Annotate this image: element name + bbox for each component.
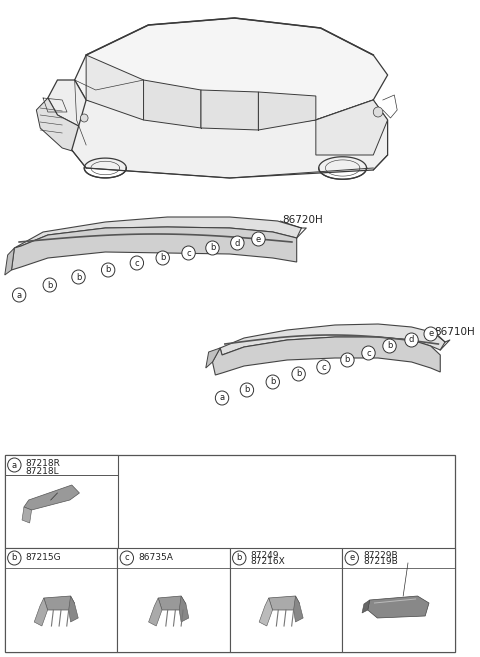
Polygon shape [220, 324, 445, 355]
Polygon shape [201, 90, 258, 130]
Polygon shape [158, 596, 186, 610]
Circle shape [383, 339, 396, 353]
Polygon shape [34, 598, 48, 626]
Text: b: b [106, 265, 111, 275]
Polygon shape [48, 80, 144, 145]
Text: 87215G: 87215G [26, 553, 61, 562]
Text: 86720H: 86720H [282, 215, 323, 225]
Polygon shape [12, 227, 297, 270]
Text: 87216X: 87216X [251, 558, 286, 566]
Polygon shape [362, 600, 370, 613]
Circle shape [156, 251, 169, 265]
Text: a: a [219, 394, 225, 403]
Circle shape [43, 278, 57, 292]
Circle shape [231, 236, 244, 250]
Text: c: c [124, 553, 129, 562]
Text: 86710H: 86710H [434, 327, 475, 337]
Polygon shape [144, 80, 201, 128]
Circle shape [405, 333, 418, 347]
FancyBboxPatch shape [117, 548, 230, 652]
Text: 87219B: 87219B [363, 558, 398, 566]
Text: d: d [409, 336, 414, 344]
Circle shape [292, 367, 305, 381]
Circle shape [233, 551, 246, 565]
Polygon shape [24, 485, 79, 510]
Polygon shape [5, 248, 14, 275]
Polygon shape [149, 598, 162, 626]
Circle shape [101, 263, 115, 277]
Polygon shape [179, 596, 189, 622]
Circle shape [345, 551, 359, 565]
Text: 87218R: 87218R [26, 459, 60, 468]
Circle shape [362, 346, 375, 360]
Circle shape [341, 353, 354, 367]
Text: b: b [345, 355, 350, 365]
Circle shape [373, 107, 383, 117]
Text: 87249: 87249 [251, 551, 279, 560]
FancyBboxPatch shape [230, 548, 342, 652]
Polygon shape [368, 596, 429, 618]
Text: b: b [76, 273, 81, 281]
Polygon shape [258, 92, 316, 130]
Text: a: a [12, 461, 17, 470]
Text: e: e [256, 235, 261, 244]
Text: b: b [12, 553, 17, 562]
Circle shape [12, 288, 26, 302]
Polygon shape [206, 348, 220, 368]
Text: b: b [237, 553, 242, 562]
Circle shape [266, 375, 279, 389]
Text: c: c [366, 348, 371, 357]
Circle shape [317, 360, 330, 374]
Text: 87229B: 87229B [363, 551, 398, 560]
Circle shape [216, 391, 229, 405]
Polygon shape [44, 596, 74, 610]
Text: c: c [134, 258, 139, 267]
Polygon shape [86, 55, 144, 120]
Text: e: e [428, 330, 433, 338]
Polygon shape [269, 596, 300, 610]
Text: 86735A: 86735A [138, 553, 173, 562]
Circle shape [424, 327, 437, 341]
Text: a: a [17, 290, 22, 300]
Polygon shape [22, 507, 32, 523]
Text: b: b [160, 254, 166, 263]
Polygon shape [294, 596, 303, 622]
Polygon shape [213, 337, 440, 375]
Polygon shape [36, 98, 96, 158]
Circle shape [240, 383, 253, 397]
Text: b: b [387, 342, 392, 350]
FancyBboxPatch shape [5, 455, 455, 652]
Text: b: b [47, 281, 52, 290]
Circle shape [252, 232, 265, 246]
Polygon shape [69, 596, 78, 622]
Circle shape [8, 551, 21, 565]
Circle shape [72, 270, 85, 284]
Text: 87218L: 87218L [26, 466, 60, 476]
Polygon shape [14, 217, 301, 248]
Text: b: b [270, 378, 276, 386]
Polygon shape [259, 598, 273, 626]
Text: c: c [321, 363, 326, 371]
FancyBboxPatch shape [5, 455, 118, 548]
Text: b: b [244, 386, 250, 394]
Circle shape [130, 256, 144, 270]
Circle shape [80, 114, 88, 122]
Circle shape [206, 241, 219, 255]
Circle shape [120, 551, 133, 565]
Polygon shape [316, 100, 388, 155]
Text: b: b [210, 244, 215, 252]
Polygon shape [72, 100, 388, 178]
FancyBboxPatch shape [5, 548, 117, 652]
Circle shape [8, 458, 21, 472]
FancyBboxPatch shape [342, 548, 455, 652]
Text: d: d [235, 238, 240, 248]
Polygon shape [75, 18, 388, 128]
Text: b: b [296, 369, 301, 378]
Circle shape [182, 246, 195, 260]
Text: c: c [186, 248, 191, 258]
Text: e: e [349, 553, 354, 562]
